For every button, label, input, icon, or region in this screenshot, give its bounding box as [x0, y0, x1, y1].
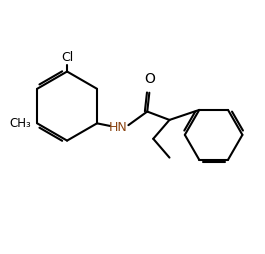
Text: Cl: Cl — [61, 51, 73, 64]
Text: O: O — [144, 72, 155, 86]
Text: CH₃: CH₃ — [10, 117, 32, 130]
Text: HN: HN — [109, 121, 128, 134]
